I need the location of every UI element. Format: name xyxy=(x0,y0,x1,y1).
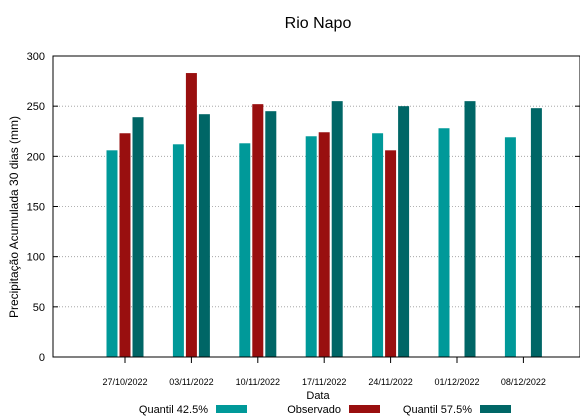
bar-observado xyxy=(185,73,197,357)
bar-quantil-42-5 xyxy=(372,133,384,357)
bar-quantil-42-5 xyxy=(504,137,516,357)
bar-quantil-42-5 xyxy=(239,143,251,357)
bar-observado xyxy=(385,150,397,357)
y-tick-label: 50 xyxy=(33,302,45,314)
x-tick-label: 01/12/2022 xyxy=(434,377,479,387)
x-tick-label: 10/11/2022 xyxy=(236,377,280,387)
bar-observado xyxy=(119,133,131,357)
bar-quantil-57-5 xyxy=(331,101,343,358)
legend-swatch xyxy=(349,405,380,413)
bar-quantil-57-5 xyxy=(132,117,144,357)
bar-quantil-57-5 xyxy=(198,114,210,358)
legend: Quantil 42.5% Observado Quantil 57.5% xyxy=(139,404,511,416)
bar-observado xyxy=(318,132,330,357)
x-axis-label: Data xyxy=(306,390,330,402)
x-axis-ticks: 27/10/2022 03/11/2022 10/11/2022 17/11/2022… xyxy=(102,357,546,387)
legend-label: Quantil 42.5% xyxy=(139,404,208,416)
bar-quantil-57-5 xyxy=(398,106,410,358)
bar-observado xyxy=(252,104,264,357)
plot-frame xyxy=(52,55,580,358)
x-tick-label: 24/11/2022 xyxy=(368,377,412,387)
y-tick-label: 300 xyxy=(27,51,45,63)
legend-swatch xyxy=(480,405,511,413)
bar-quantil-42-5 xyxy=(106,150,118,357)
y-tick-label: 200 xyxy=(27,151,45,163)
bar-quantil-42-5 xyxy=(172,144,184,357)
y-tick-label: 100 xyxy=(27,252,45,264)
y-tick-label: 250 xyxy=(27,101,45,113)
x-tick-label: 08/12/2022 xyxy=(501,377,546,387)
bars xyxy=(106,73,542,358)
y-tick-label: 0 xyxy=(39,352,45,364)
bar-quantil-57-5 xyxy=(530,108,542,357)
bar-quantil-57-5 xyxy=(464,101,476,358)
bar-quantil-42-5 xyxy=(305,136,317,357)
bar-quantil-57-5 xyxy=(265,111,277,357)
legend-label: Quantil 57.5% xyxy=(403,404,472,416)
chart-title: Rio Napo xyxy=(285,15,352,32)
y-axis-label: Precipitação Acumulada 30 dias (mm) xyxy=(7,116,21,318)
bar-quantil-42-5 xyxy=(438,128,450,357)
x-tick-label: 03/11/2022 xyxy=(169,377,213,387)
legend-swatch xyxy=(216,405,247,413)
legend-label: Observado xyxy=(287,404,341,416)
y-tick-label: 150 xyxy=(27,202,45,214)
x-tick-label: 17/11/2022 xyxy=(302,377,346,387)
x-tick-label: 27/10/2022 xyxy=(102,377,147,387)
